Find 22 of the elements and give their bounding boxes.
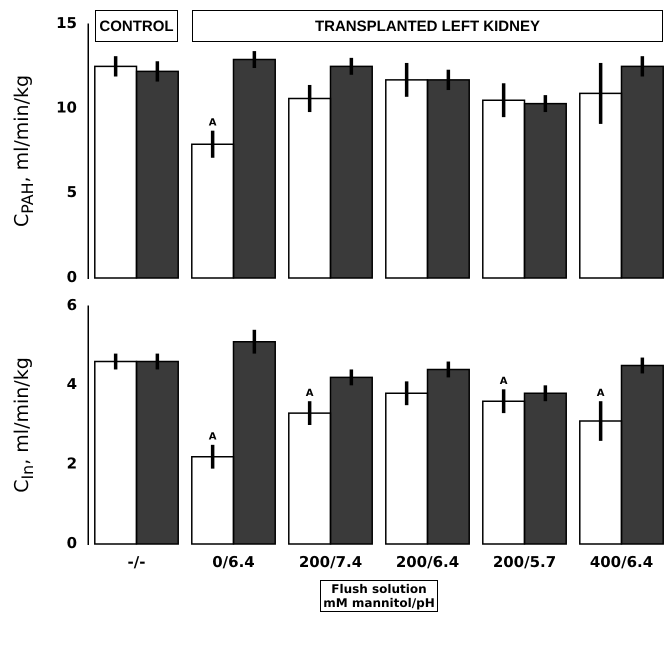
x-axis-title: Flush solution mM mannitol/pH	[320, 580, 438, 612]
y-tick-label: 5	[66, 183, 77, 202]
y-tick-label: 6	[66, 296, 77, 314]
x-tick-label: 200/5.7	[492, 552, 556, 571]
annotation: TRANSPLANTED LEFT KIDNEY	[192, 10, 664, 42]
annotation: A	[306, 388, 314, 399]
y-tick-label: 15	[56, 14, 77, 32]
x-tick-label: 200/6.4	[396, 552, 460, 571]
y-tick-label: 0	[66, 534, 77, 552]
annotation: A	[500, 376, 508, 387]
annotation: A	[208, 431, 217, 442]
annotation: CONTROL	[94, 10, 178, 42]
y-tick-label: 10	[56, 98, 77, 117]
annotation: A	[208, 117, 217, 128]
annotation: A	[596, 388, 605, 399]
y-tick-label: 4	[66, 375, 77, 394]
x-tick-label: -/-	[128, 552, 146, 571]
x-tick-label: 0/6.4	[212, 552, 255, 571]
y-tick-label: 2	[66, 454, 77, 473]
x-tick-label: 400/6.4	[590, 552, 654, 571]
x-tick-label: 200/7.4	[298, 552, 362, 571]
y-tick-label: 0	[66, 268, 77, 286]
